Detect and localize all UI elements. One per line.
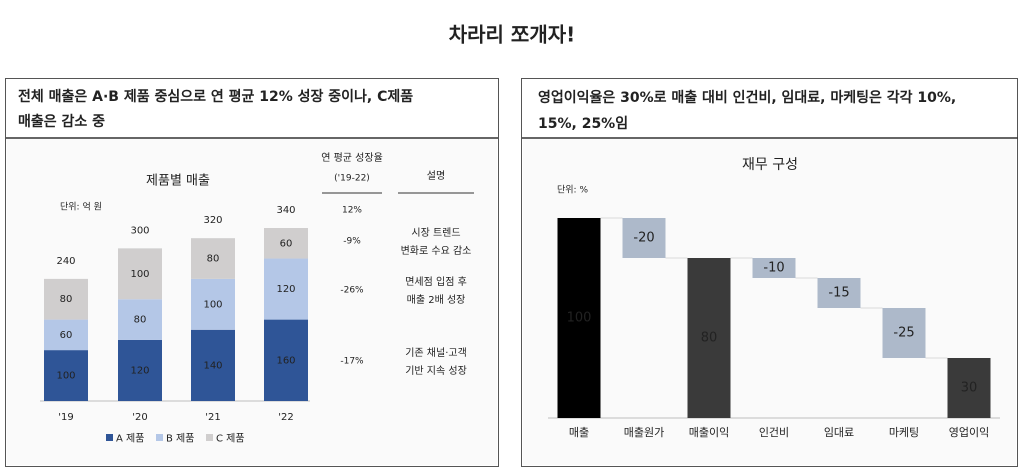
right-headline: 15%, 25%임	[538, 116, 628, 132]
bar-segment	[118, 299, 162, 340]
legend-swatch	[206, 434, 213, 441]
x-tick-label: 매출원가	[624, 426, 664, 439]
bar-segment	[44, 350, 88, 401]
data-label: 120	[130, 365, 149, 376]
bar	[882, 308, 926, 358]
x-tick-label: '20	[132, 412, 147, 423]
legend-label: C 제품	[216, 433, 245, 445]
data-label: 100	[130, 269, 149, 280]
x-tick-label: 매출	[569, 426, 589, 439]
x-tick-label: 임대료	[824, 426, 854, 439]
bar-segment	[118, 248, 162, 300]
description: 매출 2배 성장	[407, 294, 466, 306]
bar	[687, 258, 731, 418]
data-label: 100	[56, 371, 75, 382]
left-headline: 매출은 감소 중	[18, 113, 105, 130]
legend-label: B 제품	[166, 433, 194, 445]
legend-swatch	[106, 434, 113, 441]
x-tick-label: '21	[205, 412, 220, 423]
right-chart-area	[523, 139, 1016, 465]
data-label: 60	[60, 330, 73, 341]
data-label: 120	[276, 284, 295, 295]
unit-label: 단위: 억 원	[60, 201, 102, 213]
description: 기반 지속 성장	[405, 365, 467, 377]
description: 시장 트렌드	[411, 227, 460, 239]
data-label: 80	[207, 254, 220, 265]
x-tick-label: 매출이익	[689, 426, 729, 439]
description: 변화로 수요 감소	[401, 245, 472, 257]
right-headline: 영업이익율은 30%로 매출 대비 인건비, 임대료, 마케팅은 각각 10%,	[538, 89, 956, 106]
bar	[557, 218, 601, 418]
bar-segment	[191, 278, 235, 330]
total-label: 320	[203, 215, 222, 226]
bar	[752, 258, 796, 278]
data-label: 100	[567, 311, 592, 326]
total-label: 340	[276, 205, 295, 216]
bar-segment	[264, 319, 308, 401]
bar-segment	[118, 339, 162, 401]
data-label: -20	[633, 231, 654, 246]
bar-segment	[264, 258, 308, 320]
growth-rate: 12%	[342, 206, 362, 216]
data-label: 30	[961, 381, 978, 396]
growth-rate: -17%	[340, 357, 364, 367]
table-header: 연 평균 성장율	[321, 152, 383, 164]
growth-rate: -9%	[343, 237, 361, 247]
unit-label: 단위: %	[557, 185, 588, 196]
data-label: 80	[134, 315, 147, 326]
legend-label: A 제품	[116, 433, 144, 445]
data-label: -15	[828, 286, 849, 301]
table-header: 설명	[427, 170, 445, 182]
x-tick-label: 마케팅	[889, 426, 919, 439]
table-header: ('19-22)	[334, 174, 370, 184]
chart-title: 제품별 매출	[146, 174, 210, 189]
bar-segment	[44, 278, 88, 320]
growth-rate: -26%	[340, 286, 364, 296]
description: 기존 채널·고객	[405, 347, 467, 359]
chart-title: 재무 구성	[742, 157, 798, 173]
bar	[817, 278, 861, 308]
data-label: 60	[280, 238, 293, 249]
bar-segment	[191, 238, 235, 279]
legend-swatch	[156, 434, 163, 441]
data-label: -10	[763, 261, 784, 276]
bar-segment	[191, 329, 235, 401]
data-label: -25	[893, 326, 914, 341]
slide-title: 차라리 쪼개자!	[449, 23, 575, 47]
left-headline: 전체 매출은 A·B 제품 중심으로 연 평균 12% 성장 중이나, C제품	[18, 88, 413, 105]
bar-segment	[264, 228, 308, 259]
data-label: 100	[203, 299, 222, 310]
total-label: 300	[130, 225, 149, 236]
data-label: 160	[276, 355, 295, 366]
data-label: 140	[203, 360, 222, 371]
bar-segment	[44, 319, 88, 351]
description: 면세점 입점 후	[405, 275, 467, 288]
total-label: 240	[56, 256, 75, 267]
x-tick-label: 영업이익	[949, 426, 989, 439]
bar	[622, 218, 666, 258]
data-label: 80	[701, 331, 718, 346]
x-tick-label: '19	[58, 412, 73, 423]
data-label: 80	[60, 294, 73, 305]
x-tick-label: '22	[278, 412, 293, 423]
bar	[947, 358, 991, 418]
x-tick-label: 인건비	[759, 426, 789, 439]
